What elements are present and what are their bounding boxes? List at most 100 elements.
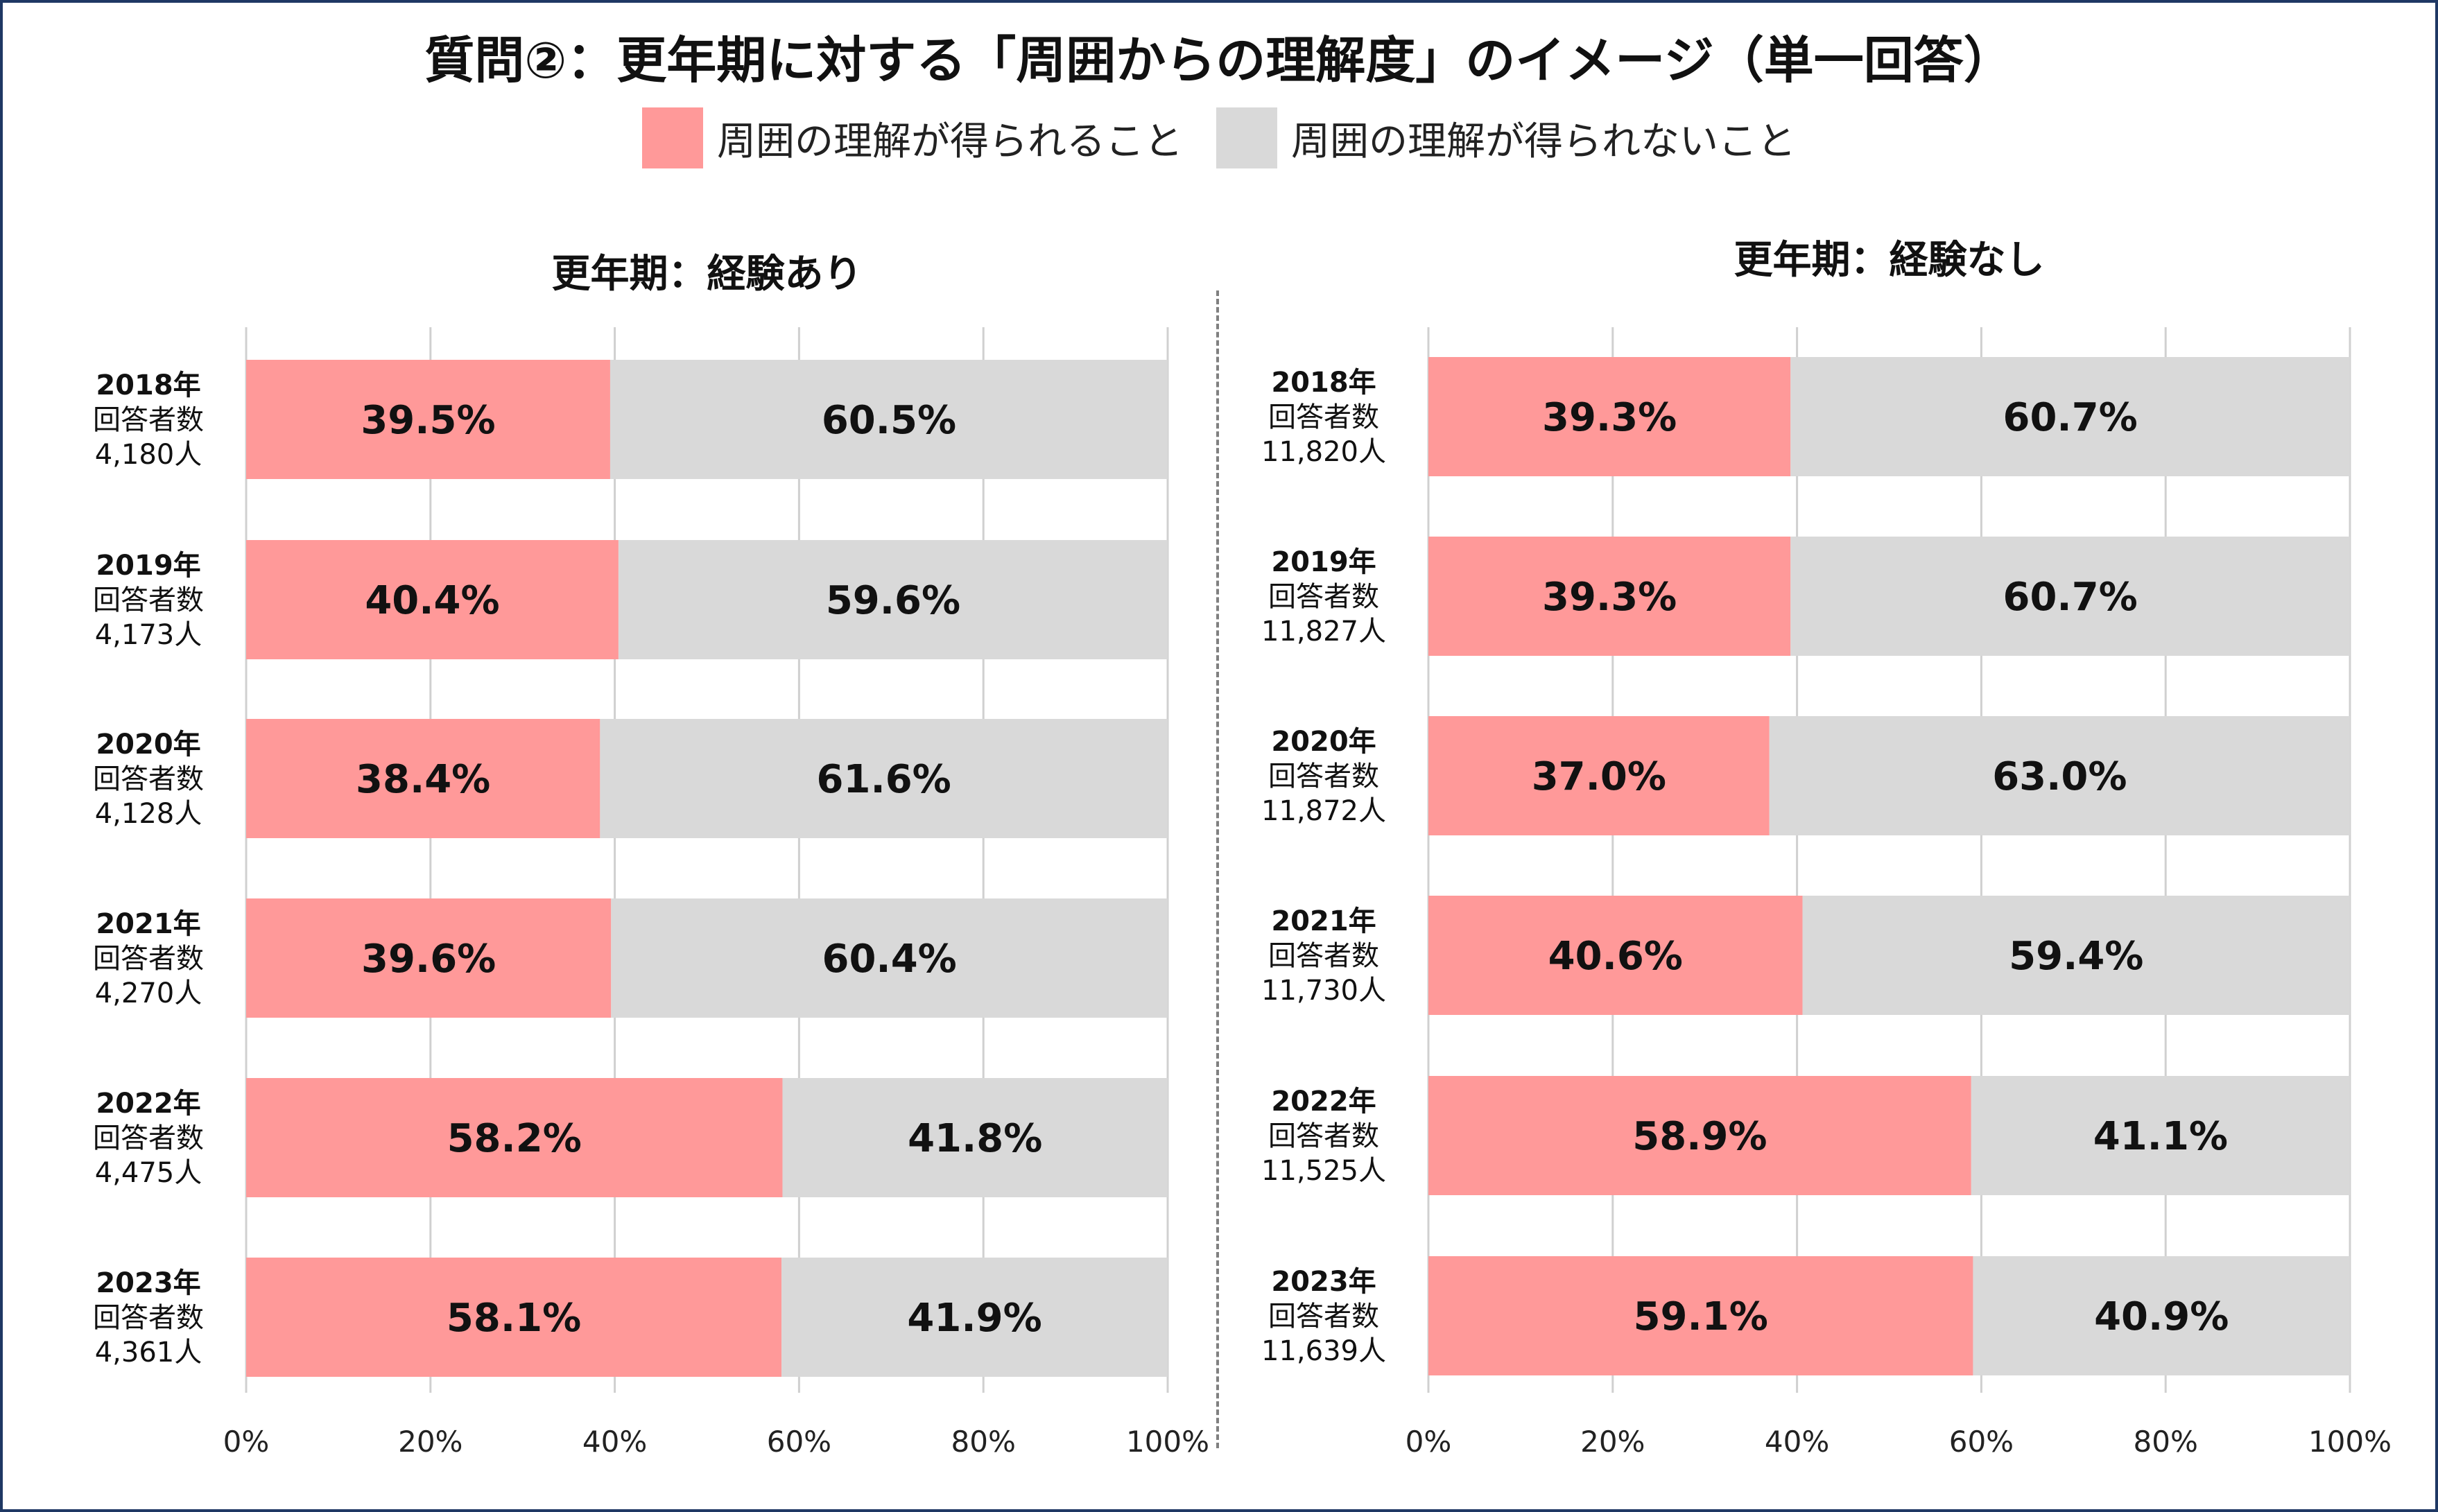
panel-2-respondent-count: 11,827人 bbox=[1261, 616, 1386, 648]
panel-1-respondent-count: 4,361人 bbox=[95, 1337, 202, 1368]
panel-2-data-label: 58.9% bbox=[1632, 1114, 1767, 1159]
panel-1-year-label: 2021年 bbox=[96, 908, 200, 940]
panel-1-tick-label: 60% bbox=[767, 1425, 831, 1459]
panel-1-bar-not-understood bbox=[610, 360, 1168, 479]
panel-1-bar-understood bbox=[246, 1258, 782, 1377]
panel-1-data-label: 58.1% bbox=[447, 1296, 581, 1341]
panel-1-bar-understood bbox=[246, 719, 600, 838]
chart-title: 質問②：更年期に対する「周囲からの理解度」のイメージ（単一回答） bbox=[424, 31, 2014, 89]
panel-1-tick-label: 20% bbox=[398, 1425, 462, 1459]
panel-2-bar-understood bbox=[1428, 716, 1770, 835]
panel-2-year-label: 2023年 bbox=[1271, 1266, 1376, 1298]
panel-2-data-label: 40.9% bbox=[2094, 1294, 2229, 1339]
panel-1-bar-understood bbox=[246, 898, 612, 1018]
panel-1-year-label: 2022年 bbox=[96, 1088, 200, 1120]
panel-2-bar-not-understood bbox=[1971, 1076, 2350, 1195]
panel-2-bar-understood bbox=[1428, 1076, 1971, 1195]
panel-1-data-label: 39.6% bbox=[361, 937, 496, 982]
panel-1-tick-label: 0% bbox=[223, 1425, 270, 1459]
panel-1-bar-not-understood bbox=[618, 540, 1168, 659]
panel-1-respondent-count: 4,173人 bbox=[95, 619, 202, 651]
panel-2-respondent-label: 回答者数 bbox=[1268, 1301, 1379, 1332]
panel-2-year-label: 2021年 bbox=[1271, 905, 1376, 937]
panel-2-data-label: 59.1% bbox=[1634, 1294, 1768, 1339]
panel-1-data-label: 60.4% bbox=[822, 937, 957, 982]
panel-2-respondent-count: 11,639人 bbox=[1261, 1335, 1386, 1367]
panel-2-data-label: 59.4% bbox=[2009, 934, 2143, 979]
panel-2-respondent-label: 回答者数 bbox=[1268, 401, 1379, 433]
panel-1-data-label: 59.6% bbox=[826, 578, 960, 623]
panel-1-respondent-count: 4,270人 bbox=[95, 977, 202, 1009]
legend-label-understood: 周囲の理解が得られること bbox=[717, 119, 1183, 164]
panel-1-data-label: 39.5% bbox=[361, 398, 495, 443]
panel-1-tick-label: 80% bbox=[951, 1425, 1016, 1459]
panel-1-bar-understood bbox=[246, 540, 619, 659]
panel-1-respondent-label: 回答者数 bbox=[93, 763, 204, 795]
panel-2-data-label: 40.6% bbox=[1548, 934, 1683, 979]
panel-1-bar-not-understood bbox=[782, 1078, 1168, 1197]
panel-1-data-label: 38.4% bbox=[356, 757, 490, 802]
panel-1-respondent-count: 4,128人 bbox=[95, 798, 202, 830]
panel-1-respondent-label: 回答者数 bbox=[93, 404, 204, 436]
panel-2-tick-label: 100% bbox=[2308, 1425, 2392, 1459]
legend-item-not-understood: 周囲の理解が得られないこと bbox=[1216, 107, 1796, 168]
panel-1-data-label: 41.9% bbox=[907, 1296, 1041, 1341]
panel-2-bar-not-understood bbox=[1790, 357, 2350, 476]
panel-1-respondent-label: 回答者数 bbox=[93, 584, 204, 616]
legend: 周囲の理解が得られること 周囲の理解が得られないこと bbox=[3, 107, 2435, 169]
panel-2-tick-label: 80% bbox=[2134, 1425, 2198, 1459]
panel-2-bar-not-understood bbox=[1790, 537, 2350, 656]
panel-divider bbox=[1216, 290, 1219, 1448]
panel-1-bar-not-understood bbox=[611, 898, 1168, 1018]
panel-2-respondent-count: 11,525人 bbox=[1261, 1155, 1386, 1187]
panel-2-respondent-count: 11,730人 bbox=[1261, 975, 1386, 1007]
panel-1-bar-not-understood bbox=[781, 1258, 1168, 1377]
legend-label-not-understood: 周囲の理解が得られないこと bbox=[1291, 119, 1796, 164]
panel-2-bar-understood bbox=[1428, 357, 1791, 476]
panel-2-respondent-label: 回答者数 bbox=[1268, 1120, 1379, 1152]
panel-1-year-label: 2023年 bbox=[96, 1267, 200, 1299]
panel-2-respondent-count: 11,820人 bbox=[1261, 436, 1386, 468]
panel-2-respondent-count: 11,872人 bbox=[1261, 795, 1386, 827]
panel-1-data-label: 58.2% bbox=[447, 1116, 582, 1161]
panel-2-year-label: 2020年 bbox=[1271, 726, 1376, 758]
panel-2-bar-understood bbox=[1428, 537, 1791, 656]
panel-2-respondent-label: 回答者数 bbox=[1268, 581, 1379, 613]
panel-2-data-label: 60.7% bbox=[2003, 395, 2138, 440]
panel-2-tick-label: 20% bbox=[1580, 1425, 1645, 1459]
panel-2-data-label: 39.3% bbox=[1542, 395, 1677, 440]
panel-1-data-label: 41.8% bbox=[908, 1116, 1042, 1161]
panel-1-tick-label: 40% bbox=[582, 1425, 647, 1459]
panel-1-data-label: 60.5% bbox=[822, 398, 956, 443]
panel-1-tick-label: 100% bbox=[1126, 1425, 1209, 1459]
panel-2-bar-not-understood bbox=[1769, 716, 2350, 835]
panel-2-bar-not-understood bbox=[1802, 896, 2350, 1015]
panel-1-title: 更年期：経験あり bbox=[552, 252, 863, 297]
panel-1-respondent-count: 4,475人 bbox=[95, 1157, 202, 1189]
panel-1-respondent-label: 回答者数 bbox=[93, 1122, 204, 1154]
legend-swatch-not-understood bbox=[1216, 107, 1277, 168]
panel-1-data-label: 40.4% bbox=[365, 578, 499, 623]
panel-2-bar-understood bbox=[1428, 1256, 1973, 1375]
panel-2-data-label: 37.0% bbox=[1532, 754, 1666, 799]
panel-2-data-label: 41.1% bbox=[2093, 1114, 2228, 1159]
panel-2-tick-label: 60% bbox=[1949, 1425, 2014, 1459]
panel-2-tick-label: 40% bbox=[1765, 1425, 1829, 1459]
legend-item-understood: 周囲の理解が得られること bbox=[642, 107, 1183, 168]
panel-1-data-label: 61.6% bbox=[817, 757, 951, 802]
panel-2-year-label: 2019年 bbox=[1271, 546, 1376, 578]
panel-2-bar-not-understood bbox=[1973, 1256, 2350, 1375]
panel-2-tick-label: 0% bbox=[1406, 1425, 1452, 1459]
panel-2-year-label: 2018年 bbox=[1271, 367, 1376, 399]
panel-2-bar-understood bbox=[1428, 896, 1803, 1015]
panel-2-respondent-label: 回答者数 bbox=[1268, 940, 1379, 972]
panel-2-data-label: 63.0% bbox=[1992, 754, 2127, 799]
panel-1-respondent-count: 4,180人 bbox=[95, 439, 202, 471]
panel-2-data-label: 39.3% bbox=[1542, 575, 1677, 620]
panel-1-respondent-label: 回答者数 bbox=[93, 943, 204, 975]
panel-2-respondent-label: 回答者数 bbox=[1268, 761, 1379, 792]
panel-2-data-label: 60.7% bbox=[2003, 575, 2138, 620]
panel-1-respondent-label: 回答者数 bbox=[93, 1302, 204, 1334]
panel-1-year-label: 2018年 bbox=[96, 370, 200, 401]
